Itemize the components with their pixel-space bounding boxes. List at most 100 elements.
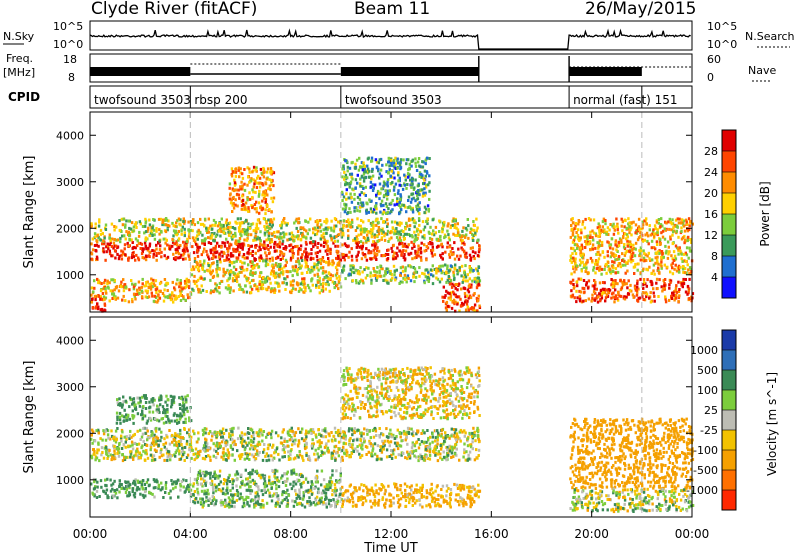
echo-cell xyxy=(176,243,179,247)
echo-cell xyxy=(102,432,106,436)
echo-cell xyxy=(378,158,381,162)
echo-cell xyxy=(630,260,633,264)
echo-cell xyxy=(131,253,135,257)
echo-cell xyxy=(398,176,401,180)
echo-cell xyxy=(186,293,189,297)
echo-cell xyxy=(197,431,200,435)
echo-cell xyxy=(406,206,410,210)
echo-cell xyxy=(316,457,319,461)
echo-cell xyxy=(363,170,366,173)
echo-cell xyxy=(289,256,293,260)
echo-cell xyxy=(459,297,462,301)
echo-cell xyxy=(382,230,385,234)
echo-cell xyxy=(592,290,596,294)
echo-cell xyxy=(398,223,402,227)
echo-cell xyxy=(240,441,244,445)
echo-cell xyxy=(179,293,182,297)
echo-cell xyxy=(201,288,205,292)
echo-cell xyxy=(657,268,660,272)
echo-cell xyxy=(373,269,376,273)
echo-cell xyxy=(365,208,368,212)
echo-cell xyxy=(382,445,385,449)
echo-cell xyxy=(583,287,586,290)
echo-cell xyxy=(363,164,367,168)
echo-cell xyxy=(663,263,666,267)
echo-cell xyxy=(222,437,225,441)
echo-cell xyxy=(380,432,383,436)
echo-cell xyxy=(391,180,394,184)
echo-cell xyxy=(190,222,193,226)
echo-cell xyxy=(379,157,383,161)
echo-cell xyxy=(305,258,309,262)
echo-cell xyxy=(349,192,352,196)
echo-cell xyxy=(468,270,472,274)
echo-cell xyxy=(465,228,469,232)
echo-cell xyxy=(262,197,266,200)
echo-cell xyxy=(344,180,347,184)
echo-cell xyxy=(689,238,692,241)
echo-cell xyxy=(249,260,252,264)
echo-cell xyxy=(262,166,265,170)
echo-cell xyxy=(411,206,414,210)
echo-cell xyxy=(264,200,267,204)
echo-cell xyxy=(97,244,100,248)
echo-cell xyxy=(421,194,425,198)
echo-cell xyxy=(228,246,231,250)
echo-cell xyxy=(634,231,637,235)
echo-cell xyxy=(245,432,248,436)
echo-cell xyxy=(657,266,660,270)
echo-cell xyxy=(574,257,577,261)
echo-cell xyxy=(165,433,168,437)
echo-cell xyxy=(383,443,386,447)
echo-cell xyxy=(163,247,166,251)
echo-cell xyxy=(351,279,354,283)
echo-cell xyxy=(193,260,197,263)
echo-cell xyxy=(291,253,295,257)
echo-cell xyxy=(90,293,93,297)
echo-cell xyxy=(393,228,397,232)
echo-cell xyxy=(351,225,354,229)
echo-cell xyxy=(225,218,228,222)
echo-cell xyxy=(642,298,645,301)
echo-cell xyxy=(462,455,465,459)
echo-cell xyxy=(291,287,295,291)
echo-cell xyxy=(117,454,121,458)
echo-cell xyxy=(453,434,456,438)
echo-cell xyxy=(379,274,382,278)
echo-cell xyxy=(201,241,204,245)
echo-cell xyxy=(364,176,367,180)
echo-cell xyxy=(347,196,350,200)
echo-cell xyxy=(102,247,105,251)
echo-cell xyxy=(410,234,414,238)
echo-cell xyxy=(237,188,240,192)
echo-cell xyxy=(258,434,261,438)
echo-cell xyxy=(614,267,618,271)
echo-cell xyxy=(316,452,319,456)
power-frame xyxy=(89,111,693,313)
echo-cell xyxy=(245,218,248,222)
echo-cell xyxy=(90,437,93,441)
echo-cell xyxy=(674,263,677,267)
echo-cell xyxy=(661,229,665,233)
echo-cell xyxy=(378,172,382,176)
echo-cell xyxy=(419,246,422,250)
echo-cell xyxy=(471,246,474,250)
echo-cell xyxy=(95,456,99,460)
echo-cell xyxy=(246,456,249,460)
echo-cell xyxy=(616,257,619,261)
echo-cell xyxy=(675,229,678,233)
echo-cell xyxy=(189,220,193,223)
echo-cell xyxy=(135,253,138,257)
echo-cell xyxy=(439,234,442,238)
echo-cell xyxy=(670,263,673,267)
echo-cell xyxy=(174,294,177,298)
echo-cell xyxy=(389,182,392,185)
echo-cell xyxy=(624,263,627,267)
echo-cell xyxy=(144,295,147,299)
echo-cell xyxy=(258,192,261,196)
echo-cell xyxy=(227,284,230,287)
echo-cell xyxy=(370,159,373,163)
echo-cell xyxy=(377,228,380,232)
echo-cell xyxy=(423,193,427,197)
echo-cell xyxy=(342,231,345,235)
